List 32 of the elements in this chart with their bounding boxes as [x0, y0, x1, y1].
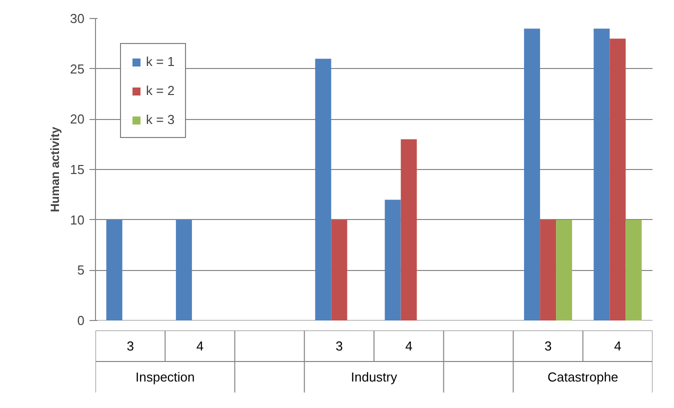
- bar: [315, 58, 332, 320]
- legend-label: k = 2: [146, 83, 175, 98]
- y-axis-title: Human activity: [48, 126, 62, 212]
- y-tick-label: 25: [70, 61, 85, 76]
- y-tick-label: 5: [77, 262, 85, 278]
- x-tick-label: 3: [126, 338, 134, 354]
- text: Inspection: [135, 370, 195, 384]
- x-tick-label: 4: [405, 338, 412, 354]
- legend-label: k = 1: [146, 54, 175, 69]
- y-tick-label: 0: [77, 313, 85, 328]
- y-tick-label: 15: [70, 162, 85, 177]
- x-tick-label: 3: [336, 338, 343, 354]
- bar: [106, 220, 122, 320]
- x-tick-label: 3: [544, 338, 552, 354]
- bar: [556, 220, 572, 320]
- x-tick-label: 4: [614, 338, 622, 354]
- bar: [331, 220, 348, 320]
- bar: [594, 28, 610, 320]
- y-tick-label: 20: [70, 112, 85, 127]
- text: Catastrophe: [547, 370, 618, 384]
- bar: [610, 38, 626, 320]
- legend-label: k = 3: [146, 112, 175, 127]
- text: Industry: [350, 370, 398, 384]
- y-tick-label: 10: [70, 212, 85, 228]
- bar: [176, 220, 192, 320]
- bar: [626, 220, 642, 320]
- x-tick-label: 4: [196, 338, 204, 354]
- y-tick-label: 30: [70, 11, 85, 26]
- bar: [540, 220, 556, 320]
- bar: [400, 139, 417, 320]
- bar: [384, 200, 401, 320]
- bar: [524, 28, 540, 320]
